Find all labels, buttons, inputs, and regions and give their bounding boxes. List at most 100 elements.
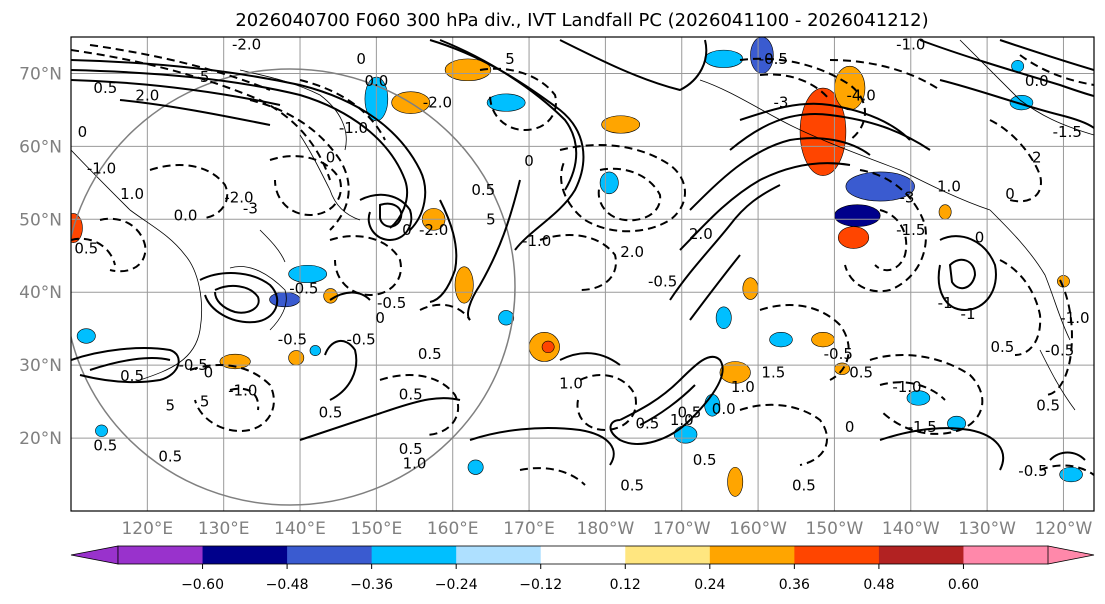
colorbar-segment [287, 546, 373, 564]
colorbar-tick-label: −0.48 [266, 577, 309, 593]
colorbar-segment [456, 546, 542, 564]
contour-label: -1.5 [908, 418, 937, 436]
shaded-region [1059, 466, 1083, 483]
contour-label: -1.0 [896, 35, 925, 53]
colorbar-tick-label: −0.60 [181, 577, 224, 593]
y-tick-label: 20°N [19, 429, 62, 449]
contour-label: -1.0 [228, 382, 257, 400]
shaded-region [71, 213, 83, 243]
shaded-region [288, 350, 305, 366]
x-tick-label: 140°W [882, 519, 940, 539]
shaded-region [704, 49, 744, 68]
contour-label: 0.0 [1025, 72, 1049, 90]
contour-label: 0.5 [93, 436, 117, 454]
contour-label: 0.5 [677, 404, 701, 422]
contour-label: 5 [505, 50, 515, 68]
colorbar-segment [118, 546, 204, 564]
contour-label: -0.5 [346, 331, 375, 349]
colorbar-extend-high [1047, 545, 1095, 565]
shaded-region [906, 390, 931, 406]
contour-label: 0.5 [849, 363, 873, 381]
contour-label: 0.5 [635, 414, 659, 432]
x-tick-label: 170°E [503, 519, 555, 539]
contour-label: 2.0 [135, 86, 159, 104]
colorbar-tick-label: 0.24 [694, 577, 725, 593]
shaded-region [599, 171, 619, 195]
colorbar-tick-label: −0.12 [519, 577, 562, 593]
contour-label: -0.5 [278, 331, 307, 349]
colorbar: −0.60 −0.48 −0.36 −0.24 −0.12 0.12 0.24 0.36 0.4… [70, 545, 1095, 593]
colorbar-extend-low [70, 545, 119, 565]
contour-label: 0 [1005, 185, 1015, 203]
contour-label: 0.5 [399, 385, 423, 403]
x-tick-label: 150°W [806, 519, 864, 539]
shaded-region [769, 332, 793, 348]
contour-label: 0.5 [792, 476, 816, 494]
contour-label: 1.0 [559, 374, 583, 392]
y-tick-label: 50°N [19, 210, 62, 230]
contour-label: 0.5 [74, 239, 98, 257]
x-tick-label: 160°W [729, 519, 787, 539]
shaded-region [454, 266, 474, 304]
contour-label: -0.5 [377, 294, 406, 312]
contour-label: -1.0 [892, 378, 921, 396]
shaded-region [938, 204, 952, 220]
contour-label: -1.0 [1060, 309, 1089, 327]
map-frame [70, 36, 1095, 512]
contour-label: 0 [402, 221, 412, 239]
contour-label: 5 [200, 393, 210, 411]
contour-label: -2.0 [423, 94, 452, 112]
contour-label: -3 [899, 188, 914, 206]
colorbar-segment [202, 546, 288, 564]
x-tick-label: 150°E [351, 519, 403, 539]
contour-label: 5 [165, 396, 175, 414]
contour-label: 5 [486, 210, 496, 228]
contour-labels: -2.0 0.5 5 2.0 0 -1.0 1.0 -2.0 -3 0.0 0.5 0 0.0 -2.0 -… [74, 35, 1089, 494]
y-axis-ticks: 20°N 30°N 40°N 50°N 60°N 70°N [19, 64, 62, 449]
contour-label: -2.0 [224, 188, 253, 206]
colorbar-tick-label: 0.12 [610, 577, 641, 593]
shaded-region [309, 345, 321, 356]
contour-label: 0.0 [712, 400, 736, 418]
contour-label: 2.0 [620, 243, 644, 261]
colorbar-segment [878, 546, 964, 564]
x-tick-label: 130°W [958, 519, 1016, 539]
contour-label: 0.5 [418, 345, 442, 363]
contour-label: -0.5 [1018, 462, 1047, 480]
shaded-region [834, 204, 881, 227]
x-axis-ticks: 120°E 130°E 140°E 150°E 160°E 170°E 180°W 170°W… [121, 519, 1092, 539]
contour-label: -0.5 [179, 356, 208, 374]
shaded-region [498, 310, 515, 326]
colorbar-tick-label: −0.24 [435, 577, 478, 593]
colorbar-tick-label: 0.36 [779, 577, 810, 593]
shaded-region [541, 340, 555, 354]
negative-contours [71, 44, 1094, 486]
contour-label: 0.5 [158, 447, 182, 465]
contour-label: -1.0 [522, 232, 551, 250]
shaded-region [719, 361, 751, 384]
contour-label: 0.0 [364, 72, 388, 90]
contour-label: 1.0 [937, 177, 961, 195]
y-tick-label: 70°N [19, 64, 62, 84]
colorbar-segment [625, 546, 711, 564]
contour-label: 0 [356, 50, 366, 68]
contour-label: -1.5 [896, 221, 925, 239]
x-tick-label: 160°E [427, 519, 479, 539]
contour-label: 1.0 [403, 455, 427, 473]
colorbar-tick-label: −0.36 [350, 577, 393, 593]
contour-label: -1 [961, 305, 976, 323]
map-plot-area: -2.0 0.5 5 2.0 0 -1.0 1.0 -2.0 -3 0.0 0.5 0 0.0 -2.0 -… [71, 35, 1094, 511]
contour-label: 0 [975, 229, 985, 247]
x-tick-label: 140°E [274, 519, 326, 539]
contour-label: 0.5 [693, 451, 717, 469]
contour-label: 0.5 [620, 476, 644, 494]
contour-label: -2.0 [419, 221, 448, 239]
contour-label: 0.5 [93, 79, 117, 97]
contour-label: 0 [326, 148, 336, 166]
x-tick-label: 180°W [577, 519, 635, 539]
contour-label: 0.5 [990, 338, 1014, 356]
contour-label: -1.0 [87, 159, 116, 177]
colorbar-tick-label: 0.60 [948, 577, 979, 593]
colorbar-tick-label: 0.48 [863, 577, 894, 593]
